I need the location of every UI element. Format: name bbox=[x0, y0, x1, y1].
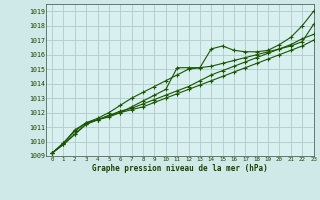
X-axis label: Graphe pression niveau de la mer (hPa): Graphe pression niveau de la mer (hPa) bbox=[92, 164, 268, 173]
